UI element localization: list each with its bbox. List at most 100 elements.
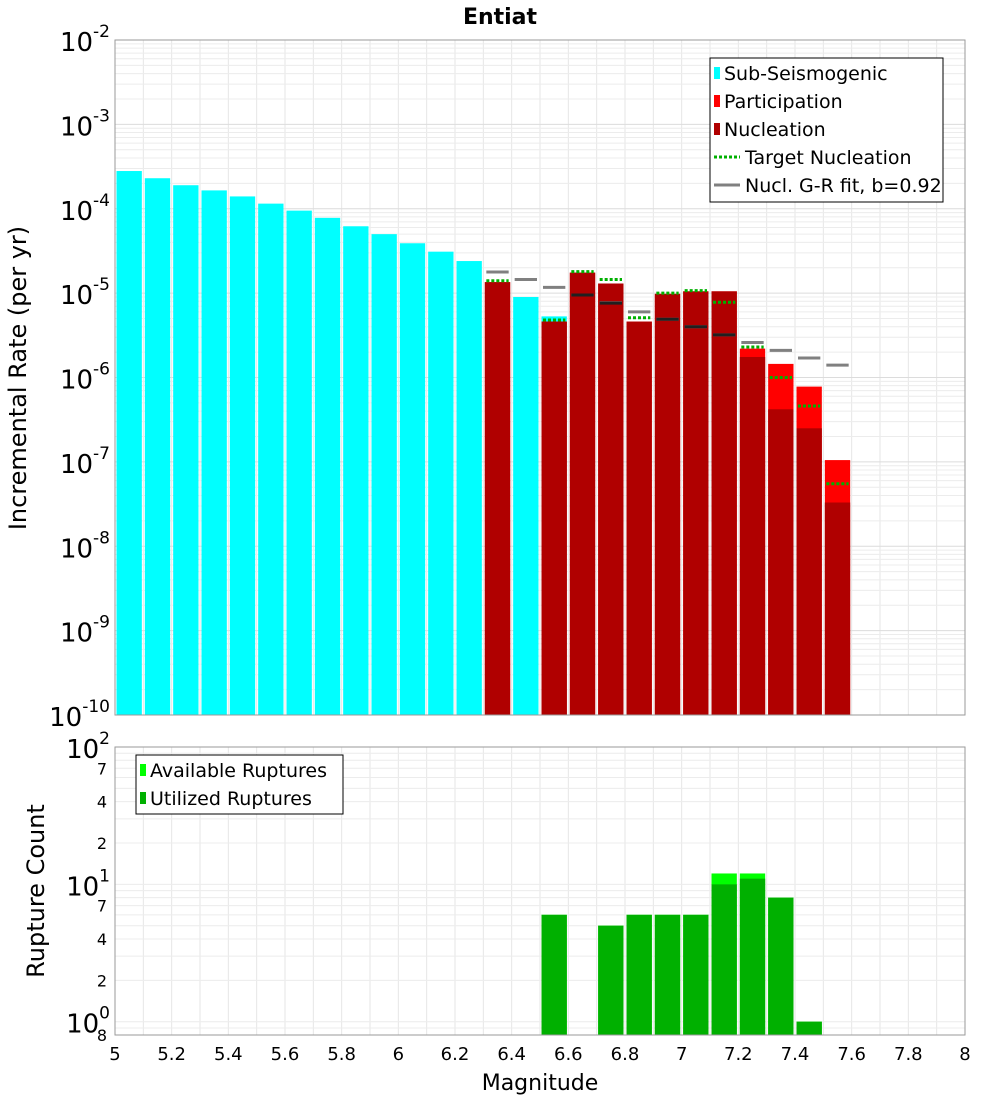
rate-plot-grid bbox=[114, 40, 966, 716]
count-plot-border bbox=[114, 746, 966, 1036]
x-tick-label: 7.2 bbox=[724, 1044, 753, 1065]
legend-label: Available Ruptures bbox=[150, 760, 327, 782]
nucleation-bar bbox=[654, 293, 681, 715]
y-tick-label: 10-8 bbox=[60, 528, 110, 564]
nucleation-bar bbox=[484, 282, 511, 715]
sub-seismogenic-bar bbox=[144, 178, 171, 715]
rate-plot-border bbox=[114, 39, 966, 716]
x-tick-label: 7 bbox=[676, 1044, 687, 1065]
sub-seismogenic-bar bbox=[286, 210, 312, 715]
sub-seismogenic-bar bbox=[371, 234, 397, 715]
x-tick-label: 5 bbox=[109, 1044, 120, 1065]
y-tick-label: 10-3 bbox=[60, 106, 110, 142]
x-tick-label: 7.4 bbox=[781, 1044, 810, 1065]
utilized-ruptures-bar bbox=[598, 925, 624, 1035]
y-tick-label: 10-9 bbox=[60, 613, 110, 649]
legend-label: Nucl. G-R fit, b=0.92 bbox=[745, 175, 942, 197]
utilized-ruptures-bar bbox=[626, 914, 652, 1035]
nucleation-bar bbox=[541, 321, 567, 715]
y-tick-label: 7 bbox=[97, 897, 107, 916]
legend-label: Participation bbox=[724, 91, 843, 113]
legend-box bbox=[135, 754, 344, 815]
legend-swatch bbox=[714, 67, 720, 79]
x-tick-label: 6.6 bbox=[554, 1044, 583, 1065]
nucleation-bar bbox=[626, 321, 652, 715]
sub-seismogenic-bar bbox=[314, 217, 341, 715]
y-tick-label: 10-6 bbox=[60, 360, 110, 396]
count-y-axis-label: Rupture Count bbox=[22, 804, 50, 978]
utilized-ruptures-bar bbox=[654, 914, 681, 1035]
sub-seismogenic-bar bbox=[116, 171, 142, 715]
x-tick-label: 6.2 bbox=[441, 1044, 470, 1065]
y-tick-label: 10-4 bbox=[60, 191, 110, 227]
y-tick-label: 2 bbox=[97, 834, 107, 853]
utilized-ruptures-bar bbox=[796, 1021, 822, 1035]
x-tick-label: 5.8 bbox=[327, 1044, 356, 1065]
legend-label: Nucleation bbox=[724, 119, 826, 141]
x-tick-label: 6.8 bbox=[611, 1044, 640, 1065]
nucleation-bar bbox=[598, 283, 624, 715]
y-tick-label: 7 bbox=[97, 759, 107, 778]
y-tick-label: 101 bbox=[66, 866, 110, 902]
nucleation-bar bbox=[796, 428, 822, 715]
utilized-ruptures-bar bbox=[683, 914, 709, 1035]
sub-seismogenic-bar bbox=[258, 203, 284, 716]
x-tick-label: 5.6 bbox=[271, 1044, 300, 1065]
sub-seismogenic-bar bbox=[456, 261, 482, 715]
count-legend: Available Ruptures Utilized Ruptures bbox=[135, 754, 344, 815]
utilized-ruptures-bar bbox=[711, 884, 737, 1035]
y-tick-label: 4 bbox=[97, 930, 107, 949]
x-tick-label: 5.2 bbox=[157, 1044, 186, 1065]
x-tick-label: 6 bbox=[393, 1044, 404, 1065]
chart-title: Entiat bbox=[463, 5, 538, 30]
utilized-ruptures-bar bbox=[739, 878, 766, 1035]
rate-bars bbox=[116, 171, 851, 716]
sub-seismogenic-bar bbox=[513, 296, 539, 715]
y-tick-label: 4 bbox=[97, 793, 107, 812]
legend-swatch bbox=[140, 792, 146, 804]
legend-swatch bbox=[714, 123, 720, 135]
nucleation-bar bbox=[768, 409, 794, 715]
sub-seismogenic-bar bbox=[201, 190, 227, 716]
utilized-ruptures-bar bbox=[541, 914, 567, 1035]
x-tick-label: 6.4 bbox=[497, 1044, 526, 1065]
sub-seismogenic-bar bbox=[343, 226, 369, 715]
y-tick-label: 8 bbox=[97, 1026, 107, 1045]
nucleation-bar bbox=[711, 291, 737, 715]
x-tick-label: 8 bbox=[959, 1044, 970, 1065]
rate-lines bbox=[486, 270, 849, 486]
y-tick-label: 2 bbox=[97, 971, 107, 990]
x-tick-label: 7.8 bbox=[894, 1044, 923, 1065]
nucleation-bar bbox=[824, 502, 851, 715]
rate-y-ticks: 10-10 10-9 10-8 10-7 10-6 10-5 10-4 10-3 10-2 bbox=[49, 22, 110, 733]
y-tick-label: 10-7 bbox=[60, 444, 110, 480]
nucleation-bar bbox=[739, 356, 766, 715]
y-tick-label: 10-10 bbox=[49, 697, 110, 733]
y-tick-label: 102 bbox=[66, 729, 110, 765]
nucleation-bar bbox=[569, 272, 596, 715]
sub-seismogenic-bar bbox=[399, 243, 426, 716]
legend-swatch bbox=[714, 95, 720, 107]
x-tick-label: 7.6 bbox=[837, 1044, 866, 1065]
legend-label: Sub-Seismogenic bbox=[724, 63, 888, 85]
utilized-ruptures-bar bbox=[768, 897, 794, 1035]
sub-seismogenic-bar bbox=[173, 185, 199, 715]
legend-label: Target Nucleation bbox=[744, 147, 912, 169]
sub-seismogenic-bar bbox=[229, 196, 256, 716]
magnitude-x-ticks: 5 5.2 5.4 5.6 5.8 6 6.2 6.4 6.6 6.8 7 7.2 7.4 7.6 7.8 8 bbox=[109, 1044, 970, 1065]
x-tick-label: 5.4 bbox=[214, 1044, 243, 1065]
nucleation-bar bbox=[683, 291, 709, 715]
x-axis-label: Magnitude bbox=[482, 1071, 599, 1096]
legend-label: Utilized Ruptures bbox=[150, 788, 312, 810]
y-tick-label: 10-2 bbox=[60, 22, 110, 58]
rate-y-axis-label: Incremental Rate (per yr) bbox=[4, 226, 32, 530]
y-tick-label: 10-5 bbox=[60, 275, 110, 311]
y-tick-label: 100 bbox=[66, 1004, 110, 1040]
count-bars bbox=[541, 873, 822, 1035]
sub-seismogenic-bar bbox=[428, 251, 454, 715]
legend-box bbox=[709, 57, 944, 203]
legend-swatch bbox=[140, 764, 146, 776]
rate-legend: Sub-Seismogenic Participation Nucleation Ta… bbox=[709, 57, 944, 203]
